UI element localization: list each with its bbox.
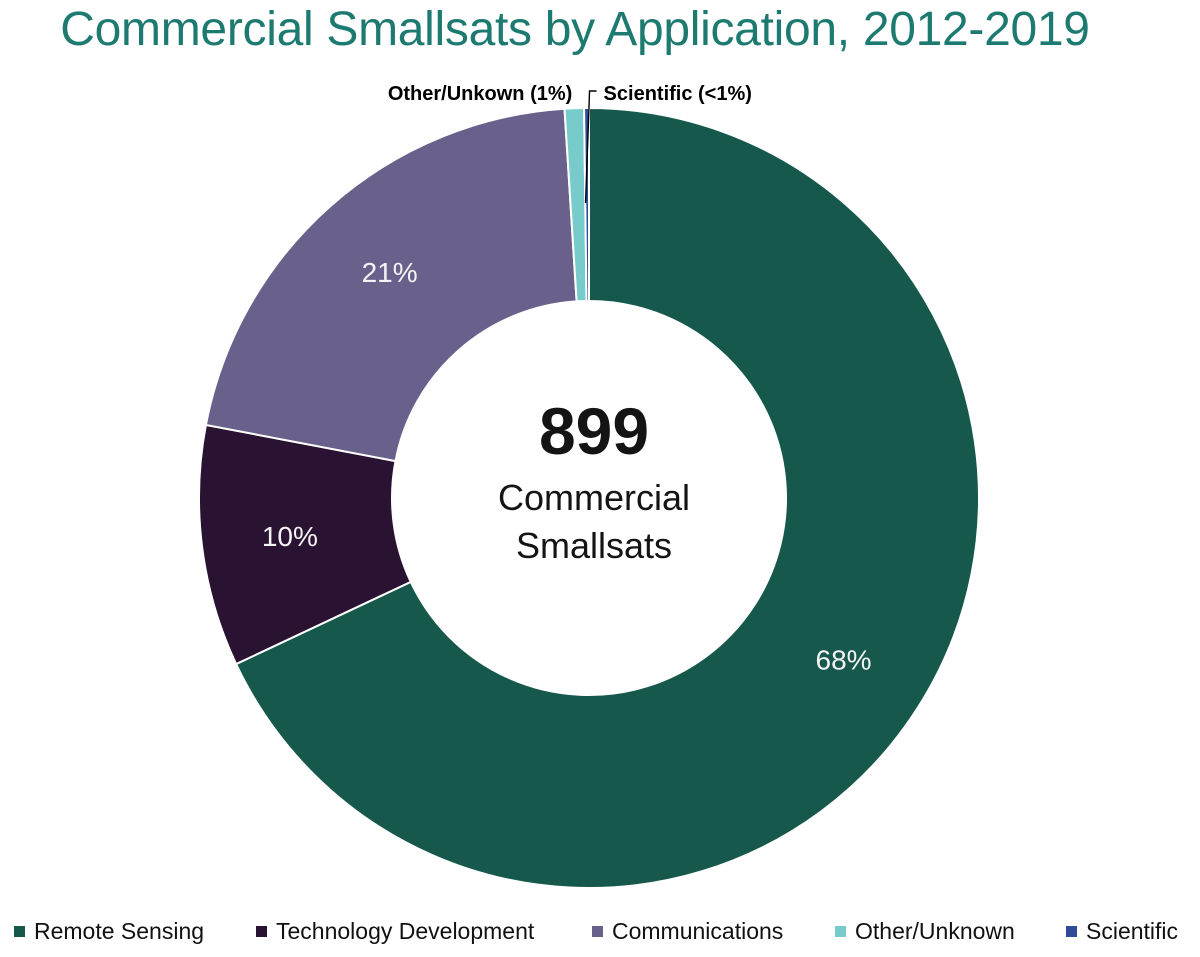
callout-leader-scientific [584, 90, 597, 204]
legend-label-other-unknown: Other/Unknown [855, 918, 1015, 944]
legend-label-communications: Communications [612, 918, 784, 944]
slice-label-remote-sensing: 68% [816, 645, 872, 676]
center-caption-line-1: Commercial [498, 477, 690, 518]
callout-labels: Other/Unkown (1%) Scientific (<1%) [388, 83, 752, 204]
donut-slices [198, 106, 980, 889]
slice-label-technology-development: 10% [262, 521, 318, 552]
legend-item-technology-development: Technology Development [256, 918, 534, 945]
legend-swatch-scientific [1066, 926, 1077, 937]
callout-label-scientific: Scientific (<1%) [604, 83, 752, 105]
legend-swatch-communications [592, 926, 603, 937]
chart-title: Commercial Smallsats by Application, 201… [60, 3, 1090, 56]
slice-label-communications: 21% [362, 257, 418, 288]
center-total-value: 899 [539, 394, 649, 468]
donut-center: 899 Commercial Smallsats [498, 394, 690, 566]
legend-label-technology-development: Technology Development [276, 918, 535, 944]
slice-communications [204, 107, 578, 463]
slice-labels: 68% 10% 21% [262, 257, 872, 676]
legend-item-communications: Communications [592, 918, 783, 945]
callout-label-other-unknown: Other/Unkown (1%) [388, 83, 572, 105]
legend-swatch-technology-development [256, 926, 267, 937]
legend-item-other-unknown: Other/Unknown [835, 918, 1015, 945]
legend-item-remote-sensing: Remote Sensing [14, 918, 204, 945]
legend-swatch-other-unknown [835, 926, 846, 937]
center-caption-line-2: Smallsats [516, 525, 672, 566]
legend-item-scientific: Scientific [1066, 918, 1178, 945]
legend-swatch-remote-sensing [14, 926, 25, 937]
legend-label-remote-sensing: Remote Sensing [34, 918, 205, 944]
slice-remote-sensing [234, 106, 980, 889]
chart-legend: Remote Sensing Technology Development Comm… [0, 918, 1200, 948]
legend-label-scientific: Scientific [1086, 918, 1179, 944]
